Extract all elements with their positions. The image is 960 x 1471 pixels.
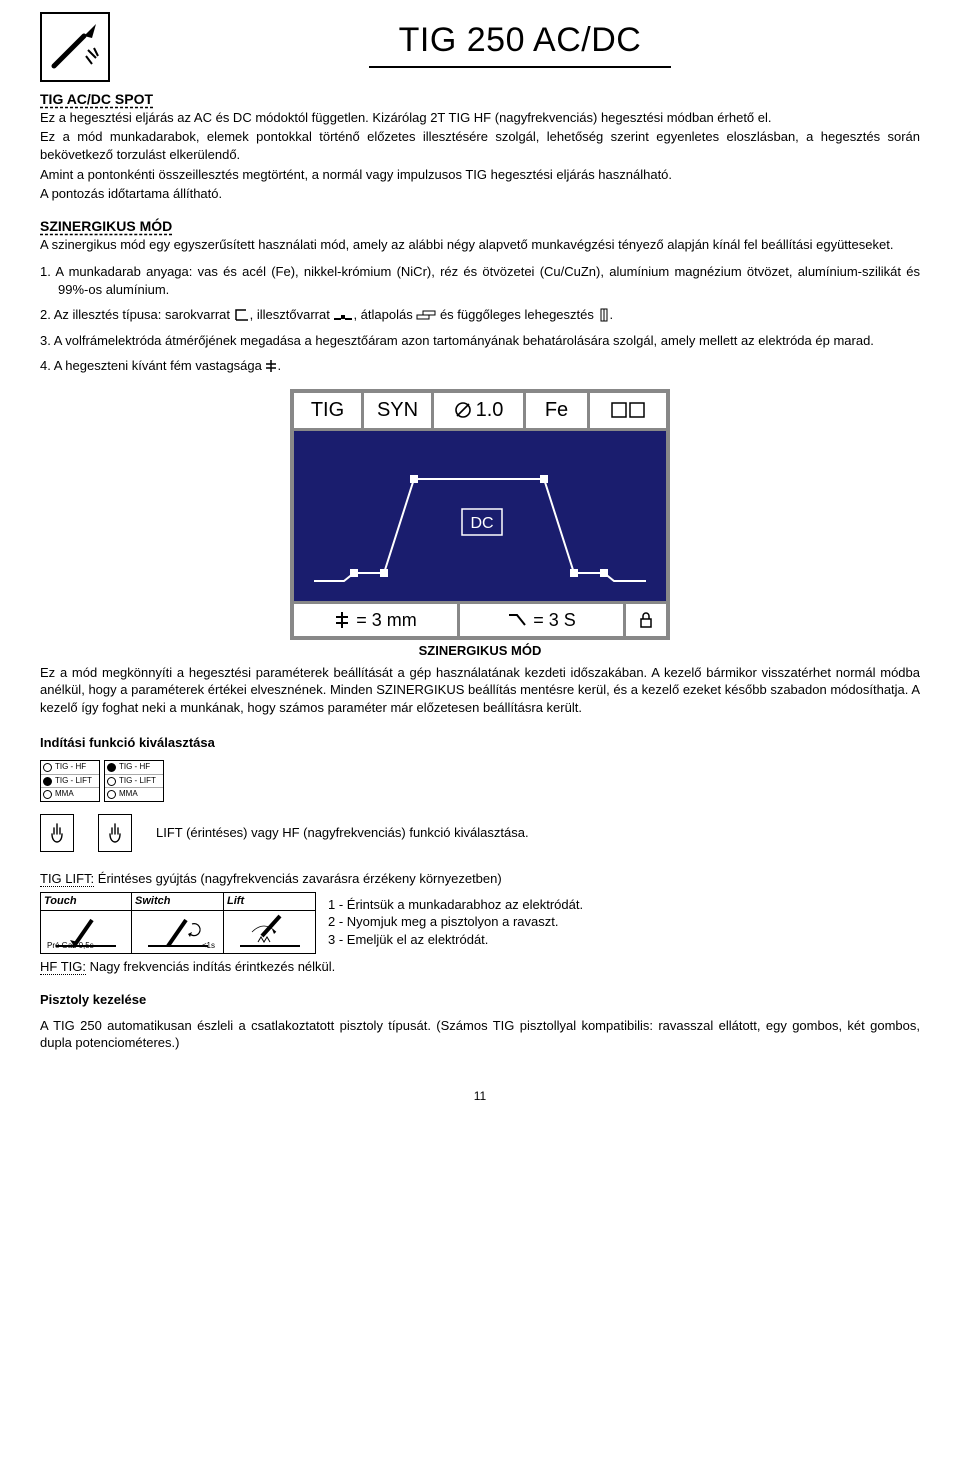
hand-icon <box>98 814 132 852</box>
lift-touch: Touch Pré Gaz 0,5s <box>40 892 132 954</box>
title-wrap: TIG 250 AC/DC <box>120 12 920 68</box>
lift-steps: 1 - Érintsük a munkadarabhoz az elektród… <box>316 892 583 949</box>
syn-heading: SZINERGIKUS MÓD <box>40 217 920 236</box>
syn-item-2: 2. Az illesztés típusa: sarokvarrat , il… <box>40 306 920 324</box>
lift-step-2: 2 - Nyomjuk meg a pisztolyon a ravaszt. <box>328 913 583 931</box>
svg-text:DC: DC <box>470 515 493 532</box>
syn-top-tig: TIG <box>294 393 364 428</box>
page-title: TIG 250 AC/DC <box>369 18 672 68</box>
section-spot: TIG AC/DC SPOT Ez a hegesztési eljárás a… <box>40 90 920 203</box>
ignition-col-2: TIG - HF TIG - LIFT MMA <box>104 760 164 802</box>
syn-top-joint-icon <box>590 393 666 428</box>
lift-lift: Lift <box>224 892 316 954</box>
butt-joint-icon <box>333 310 353 322</box>
ignition-heading: Indítási funkció kiválasztása <box>40 734 920 752</box>
syn-item-1: 1. A munkadarab anyaga: vas és acél (Fe)… <box>40 263 920 298</box>
lift-step-1: 1 - Érintsük a munkadarabhoz az elektród… <box>328 896 583 914</box>
syn-bot-lock-icon <box>626 604 666 636</box>
torch-icon <box>40 12 110 82</box>
hftig-label: HF TIG: <box>40 959 86 975</box>
syn-screen: TIG SYN 1.0 Fe <box>290 389 670 640</box>
syn-caption: SZINERGIKUS MÓD <box>40 642 920 660</box>
hftig-block: HF TIG: Nagy frekvenciás indítás érintke… <box>40 958 920 976</box>
lap-joint-icon <box>416 308 436 322</box>
ignition-col-1: TIG - HF TIG - LIFT MMA <box>40 760 100 802</box>
hand-icon <box>40 814 74 852</box>
syn-screen-wrap: TIG SYN 1.0 Fe <box>40 389 920 660</box>
syn-top-diam: 1.0 <box>434 393 526 428</box>
ignition-hand-row: LIFT (érintéses) vagy HF (nagyfrekvenciá… <box>40 814 920 852</box>
spot-p2: Ez a mód munkadarabok, elemek pontokkal … <box>40 128 920 163</box>
slope-icon <box>507 611 527 629</box>
corner-joint-icon <box>234 308 250 322</box>
pistol-heading: Pisztoly kezelése <box>40 991 920 1009</box>
ignition-table: TIG - HF TIG - LIFT MMA TIG - HF TIG - L… <box>40 760 920 802</box>
page-header: TIG 250 AC/DC <box>40 12 920 82</box>
syn-item-3: 3. A volfrámelektróda átmérőjének megadá… <box>40 332 920 350</box>
tiglift-label: TIG LIFT: <box>40 871 94 887</box>
pistol-text: A TIG 250 automatikusan észleli a csatla… <box>40 1017 920 1052</box>
spot-p4: A pontozás időtartama állítható. <box>40 185 920 203</box>
syn-intro: A szinergikus mód egy egyszerűsített has… <box>40 236 920 254</box>
thickness-icon <box>334 611 350 629</box>
hftig-text: Nagy frekvenciás indítás érintkezés nélk… <box>86 959 335 974</box>
syn-desc: Ez a mód megkönnyíti a hegesztési paramé… <box>40 664 920 717</box>
syn-waveform: DC <box>294 431 666 601</box>
ignition-desc: LIFT (érintéses) vagy HF (nagyfrekvenciá… <box>156 824 529 842</box>
syn-bot-thickness: = 3 mm <box>294 604 460 636</box>
spot-p1: Ez a hegesztési eljárás az AC és DC módo… <box>40 109 920 127</box>
tiglift-block: TIG LIFT: Érintéses gyújtás (nagyfrekven… <box>40 870 920 888</box>
section-synergic: SZINERGIKUS MÓD A szinergikus mód egy eg… <box>40 217 920 717</box>
lift-switch: Switch <1s <box>132 892 224 954</box>
lift-step-3: 3 - Emeljük el az elektródát. <box>328 931 583 949</box>
lift-table: Touch Pré Gaz 0,5s Switch <1s Lift 1 - É… <box>40 892 920 954</box>
spot-heading: TIG AC/DC SPOT <box>40 90 920 109</box>
diameter-icon <box>454 401 472 419</box>
vertical-joint-icon <box>598 308 610 322</box>
syn-item-4: 4. A hegeszteni kívánt fém vastagsága . <box>40 357 920 375</box>
tiglift-text: Érintéses gyújtás (nagyfrekvenciás zavar… <box>94 871 502 886</box>
page-number: 11 <box>40 1088 920 1104</box>
syn-bot-slope: = 3 S <box>460 604 626 636</box>
syn-top-fe: Fe <box>526 393 590 428</box>
syn-top-syn: SYN <box>364 393 434 428</box>
thickness-icon <box>265 359 277 373</box>
spot-p3: Amint a pontonkénti összeillesztés megtö… <box>40 166 920 184</box>
